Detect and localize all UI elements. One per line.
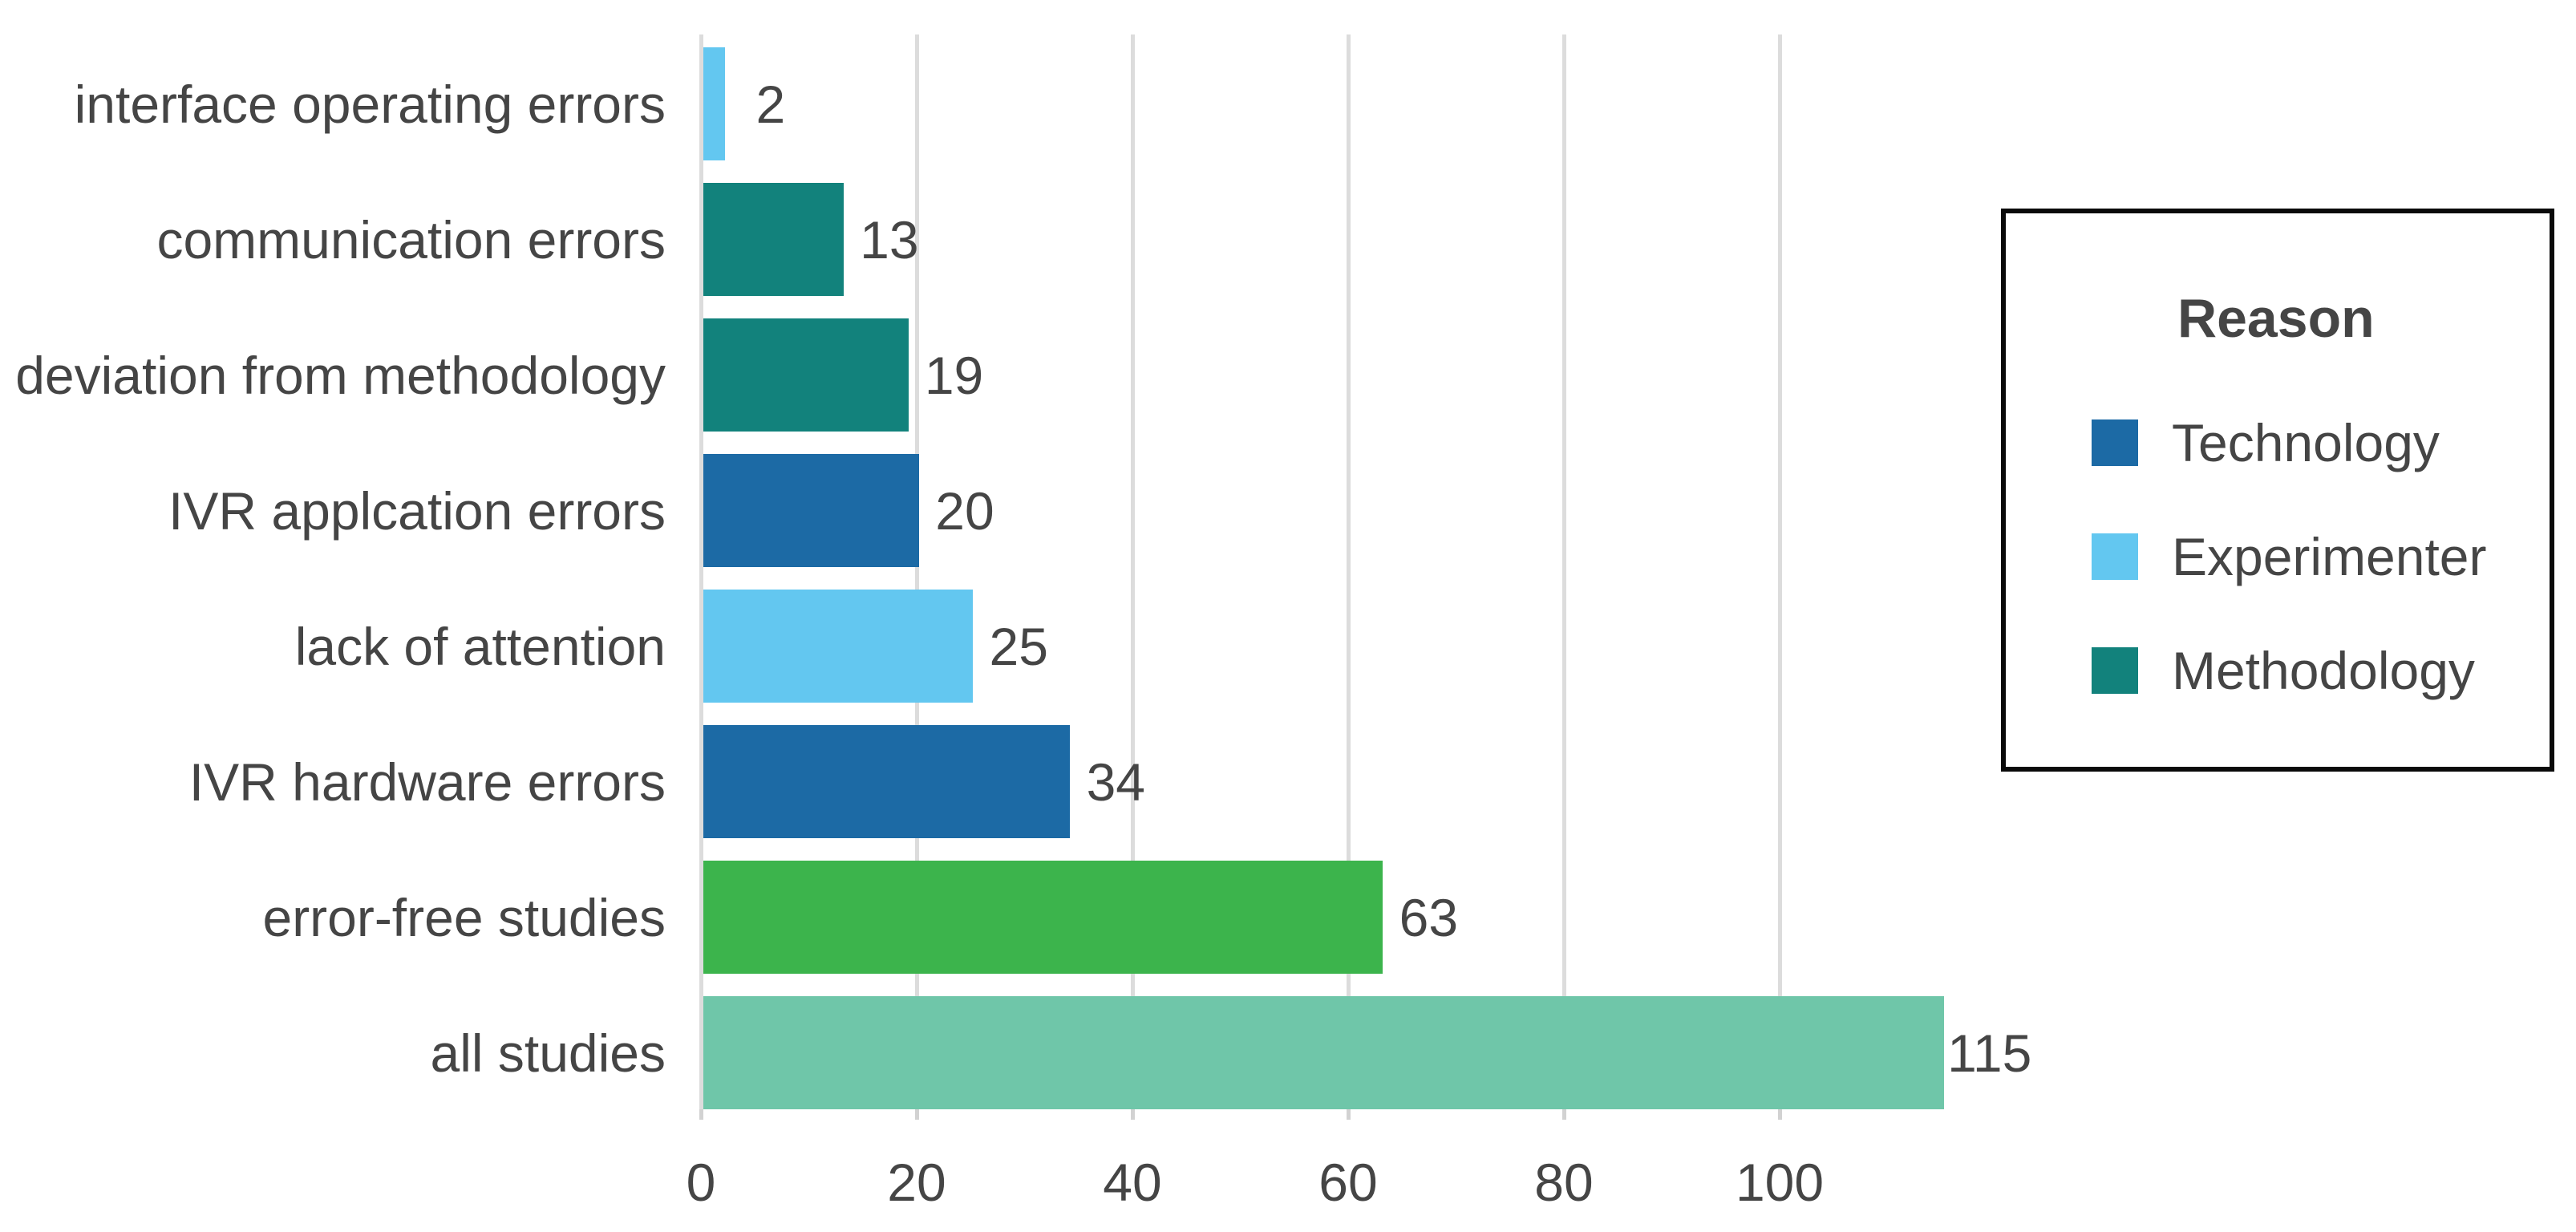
- category-label: interface operating errors: [74, 74, 666, 134]
- legend-swatch-experimenter: [2092, 533, 2138, 580]
- bar: [703, 318, 909, 432]
- x-tick-label: 80: [1534, 1153, 1594, 1212]
- bar: [703, 861, 1383, 974]
- gridline-x-0: [699, 34, 703, 1109]
- category-label: all studies: [430, 1023, 666, 1083]
- category-label: lack of attention: [294, 616, 666, 676]
- gridline-x-20: [914, 34, 919, 1109]
- value-label: 115: [1947, 1023, 2032, 1083]
- bar: [703, 590, 974, 703]
- legend-box: Reason Technology Experimenter Methodology: [2001, 209, 2554, 772]
- legend-label-methodology: Methodology: [2172, 641, 2475, 700]
- bar: [703, 996, 1944, 1109]
- x-tick-label: 40: [1103, 1153, 1162, 1212]
- legend-swatch-technology: [2092, 419, 2138, 466]
- x-tick-label: 0: [686, 1153, 716, 1212]
- tickmark-x-80: [1561, 1109, 1566, 1120]
- category-label: IVR applcation errors: [168, 480, 666, 541]
- gridline-x-60: [1346, 34, 1351, 1109]
- x-tick-label: 20: [887, 1153, 946, 1212]
- value-label: 63: [1399, 887, 1459, 947]
- category-label: error-free studies: [262, 887, 666, 947]
- tickmark-x-0: [699, 1109, 703, 1120]
- legend-label-technology: Technology: [2172, 413, 2440, 472]
- gridline-x-100: [1777, 34, 1782, 1109]
- gridline-x-80: [1561, 34, 1566, 1109]
- value-label: 2: [755, 74, 786, 134]
- category-label: IVR hardware errors: [188, 752, 666, 812]
- tickmark-x-40: [1130, 1109, 1135, 1120]
- tickmark-x-20: [914, 1109, 919, 1120]
- value-label: 19: [924, 345, 984, 405]
- value-label: 13: [860, 209, 919, 270]
- tickmark-x-100: [1777, 1109, 1782, 1120]
- legend-label-experimenter: Experimenter: [2172, 527, 2487, 586]
- bar: [703, 47, 725, 160]
- category-label: communication errors: [156, 209, 666, 270]
- category-label: deviation from methodology: [15, 345, 666, 405]
- tickmark-x-60: [1346, 1109, 1351, 1120]
- value-label: 34: [1086, 752, 1145, 812]
- bar: [703, 454, 919, 567]
- bar: [703, 183, 844, 296]
- gridline-x-40: [1130, 34, 1135, 1109]
- legend-title: Reason: [2177, 288, 2375, 349]
- legend-swatch-methodology: [2092, 647, 2138, 694]
- value-label: 20: [935, 480, 994, 541]
- x-tick-label: 60: [1318, 1153, 1378, 1212]
- x-tick-label: 100: [1735, 1153, 1825, 1212]
- value-label: 25: [989, 616, 1048, 676]
- bar: [703, 725, 1071, 838]
